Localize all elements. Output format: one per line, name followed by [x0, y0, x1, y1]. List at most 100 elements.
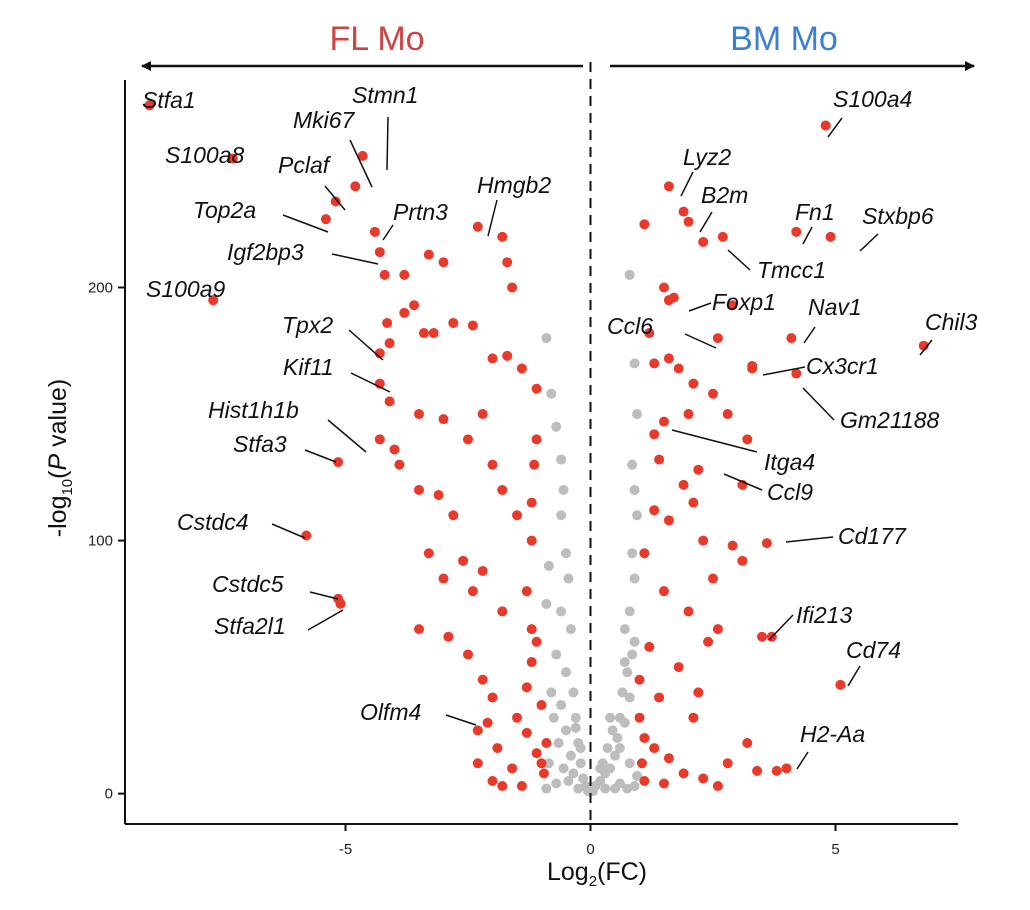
significant-point [663, 353, 674, 364]
significant-point [678, 768, 689, 779]
significant-point [472, 221, 483, 232]
leader-lines [271, 116, 933, 770]
significant-point [357, 150, 368, 161]
label-leader-line [796, 751, 809, 770]
significant-point [487, 459, 498, 470]
significant-point [761, 538, 772, 549]
non-significant-point [624, 692, 635, 703]
significant-point [394, 459, 405, 470]
significant-point [781, 763, 792, 774]
significant-point [526, 497, 537, 508]
label-leader-line [688, 302, 712, 312]
significant-point [399, 307, 410, 318]
significant-point [737, 555, 748, 566]
label-leader-line [445, 714, 477, 726]
significant-point [536, 758, 547, 769]
non-significant-point [548, 712, 559, 723]
significant-point [463, 434, 473, 445]
significant-point [521, 682, 532, 693]
non-significant-point [558, 484, 569, 495]
group-headers: FL Mo BM Mo [141, 20, 975, 71]
gene-label: Kif11 [283, 354, 334, 380]
significant-point [374, 434, 385, 445]
significant-point [722, 409, 733, 420]
significant-point [639, 219, 650, 230]
gene-label: B2m [701, 182, 748, 208]
significant-point [414, 484, 424, 495]
gene-label: Igf2bp3 [227, 239, 304, 265]
significant-point [423, 249, 434, 260]
significant-point [502, 350, 513, 361]
significant-point [526, 624, 537, 635]
non-significant-point [595, 775, 606, 786]
significant-point [458, 555, 469, 566]
gene-label: Mki67 [293, 107, 356, 133]
significant-point [521, 727, 532, 738]
significant-point [742, 434, 753, 445]
significant-point [448, 510, 459, 521]
significant-point [497, 606, 508, 617]
non-significant-point [563, 573, 574, 584]
significant-point [634, 712, 645, 723]
significant-point [649, 429, 660, 440]
significant-point [472, 725, 483, 736]
significant-point [516, 363, 527, 374]
non-significant-point [551, 778, 562, 789]
label-leader-line [350, 372, 391, 393]
significant-point [467, 320, 478, 331]
significant-point [673, 363, 684, 374]
significant-point [644, 641, 655, 652]
significant-point [529, 459, 540, 470]
significant-point [659, 586, 669, 597]
significant-point [654, 454, 665, 465]
non-significant-point [595, 763, 606, 774]
non-significant-point [561, 725, 571, 736]
significant-point [536, 700, 547, 711]
significant-point [639, 732, 650, 743]
non-significant-point [543, 758, 554, 769]
gene-label: Pclaf [278, 152, 332, 178]
non-significant-point [629, 781, 640, 792]
significant-point [703, 636, 714, 647]
non-significant-point [600, 783, 611, 794]
non-significant-point [556, 606, 567, 617]
significant-point [333, 457, 344, 468]
significant-point [389, 444, 400, 455]
significant-point [639, 775, 650, 786]
non-significant-point [632, 510, 643, 521]
significant-point [521, 586, 532, 597]
significant-point [399, 269, 410, 280]
gene-label: Nav1 [808, 294, 862, 320]
gene-label: Foxp1 [712, 289, 776, 315]
significant-point [649, 743, 660, 754]
significant-point [301, 530, 312, 541]
non-significant-point [610, 750, 620, 761]
non-significant-point [619, 657, 630, 668]
non-significant-point [627, 649, 638, 660]
significant-point [663, 181, 674, 192]
non-significant-point [575, 743, 586, 754]
non-significant-point [619, 717, 630, 728]
significant-point [825, 231, 836, 242]
x-tick-label: -5 [339, 841, 352, 858]
significant-point [526, 657, 537, 668]
non-significant-point [632, 770, 643, 781]
non-significant-point [602, 743, 613, 754]
significant-point [502, 257, 513, 268]
significant-point [477, 409, 488, 420]
non-significant-point [617, 687, 628, 698]
significant-point [379, 269, 390, 280]
non-significant-point [629, 636, 640, 647]
non-significant-point [556, 454, 567, 465]
significant-point [497, 231, 508, 242]
label-leader-line [324, 185, 346, 211]
non-significant-point [546, 687, 557, 698]
significant-point [227, 153, 238, 164]
label-leader-line [802, 387, 835, 421]
non-significant-point [570, 712, 581, 723]
significant-point [384, 396, 395, 407]
gene-label: Top2a [193, 197, 256, 223]
significant-point [791, 226, 802, 237]
